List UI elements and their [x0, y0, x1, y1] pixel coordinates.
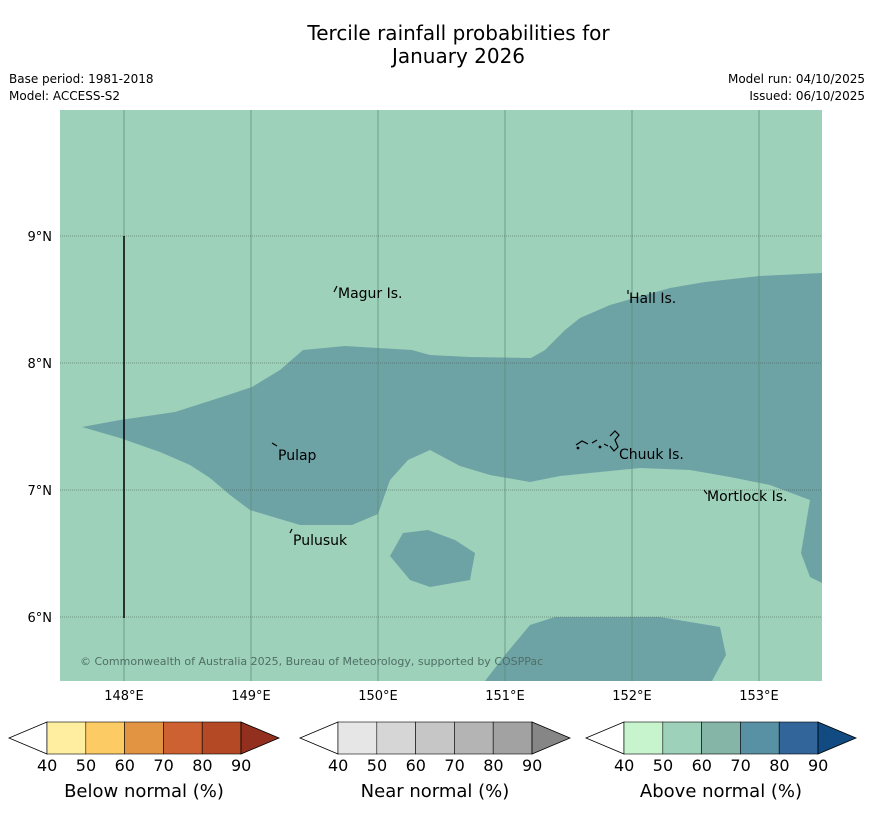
- colorbar-near-tick: 80: [483, 756, 504, 775]
- colorbar-near-segment: [492, 721, 533, 755]
- islands: [271, 285, 708, 534]
- lon-150: 150°E: [358, 689, 398, 704]
- title-line-1: Tercile rainfall probabilities for: [307, 21, 610, 45]
- colorbar-below-label: Below normal (%): [64, 781, 224, 802]
- lat-7: 7°N: [28, 484, 53, 499]
- title-line-2: January 2026: [391, 44, 526, 68]
- lon-149: 149°E: [231, 689, 271, 704]
- colorbar-above-segment: [662, 721, 702, 755]
- colorbar-above-tick: 50: [652, 756, 674, 775]
- mortlock-island-mark: [703, 489, 708, 495]
- colorbar-below-under-arrow: [7, 721, 48, 755]
- colorbar-below-segment: [124, 721, 164, 755]
- colorbar-below-segment: [46, 721, 87, 755]
- colorbar-below-tick: 90: [231, 756, 252, 775]
- colorbar-near-tick: 70: [444, 756, 465, 775]
- lat-9: 9°N: [28, 230, 53, 245]
- colorbar-below-tick: 60: [114, 756, 135, 775]
- above-normal-70-band: [82, 273, 822, 583]
- colorbar-near-segment: [454, 721, 494, 755]
- colorbar-near-segment: [415, 721, 455, 755]
- copyright: © Commonwealth of Australia 2025, Bureau…: [80, 655, 543, 668]
- lat-8: 8°N: [28, 357, 53, 372]
- colorbar-near-tick: 60: [405, 756, 426, 775]
- colorbar-near-label: Near normal (%): [360, 781, 510, 802]
- lon-153: 153°E: [739, 689, 779, 704]
- colorbar-above-tick: 60: [691, 756, 712, 775]
- colorbar-above-segment: [623, 721, 664, 755]
- colorbar-below-segment: [85, 721, 125, 755]
- colorbars: [7, 721, 858, 755]
- place-mortlock: Mortlock Is.: [707, 489, 787, 505]
- issued-date: Issued: 06/10/2025: [749, 89, 865, 103]
- place-chuuk: Chuuk Is.: [619, 447, 684, 463]
- meta-right: Model run: 04/10/2025 Issued: 06/10/2025: [728, 71, 865, 105]
- colorbar-near-segment: [376, 721, 416, 755]
- lon-labels: 148°E 149°E 150°E 151°E 152°E 153°E: [104, 689, 779, 704]
- colorbar-near-tick: 50: [366, 756, 388, 775]
- meta-left: Base period: 1981-2018 Model: ACCESS-S2: [9, 71, 154, 105]
- place-hall: Hall Is.: [629, 291, 676, 307]
- above-normal-70-region-southeast: [485, 617, 726, 681]
- place-pulusuk: Pulusuk: [293, 533, 348, 549]
- colorbar-below-segment: [163, 721, 203, 755]
- lon-148: 148°E: [104, 689, 144, 704]
- colorbar-near-over-arrow: [531, 721, 572, 755]
- colorbar-above-segment: [740, 721, 780, 755]
- magur-island-mark: [333, 285, 338, 293]
- above-normal-70-blob-south: [390, 530, 475, 587]
- lon-151: 151°E: [485, 689, 525, 704]
- colorbar-below-tick: 50: [75, 756, 97, 775]
- colorbar-above-tick: 70: [730, 756, 751, 775]
- place-pulap: Pulap: [278, 448, 317, 464]
- place-labels: Magur Is. Hall Is. Pulap Chuuk Is. Mortl…: [278, 286, 787, 549]
- colorbar-above-under-arrow: [584, 721, 625, 755]
- colorbar-above-tick: 90: [808, 756, 829, 775]
- colorbar-below-over-arrow: [240, 721, 281, 755]
- chart-title: Tercile rainfall probabilities for Janua…: [0, 22, 873, 68]
- colorbar-below-tick: 40: [37, 756, 58, 775]
- colorbar-above-label: Above normal (%): [639, 781, 803, 802]
- colorbar-above-tick: 80: [769, 756, 790, 775]
- colorbar-above-segment: [701, 721, 741, 755]
- colorbar-near-tick: 90: [522, 756, 543, 775]
- colorbar-near-segment: [337, 721, 378, 755]
- base-period: Base period: 1981-2018: [9, 72, 154, 86]
- lon-152: 152°E: [612, 689, 652, 704]
- model-run: Model run: 04/10/2025: [727, 72, 865, 86]
- colorbar-below-tick: 70: [153, 756, 174, 775]
- lat-labels: 9°N 8°N 7°N 6°N: [28, 230, 53, 626]
- lat-6: 6°N: [28, 611, 53, 626]
- colorbar-above-segment: [778, 721, 819, 755]
- chuuk-lagoon-outline: [575, 430, 620, 452]
- colorbar-near-tick: 40: [328, 756, 349, 775]
- graticule-lat: [60, 235, 822, 618]
- colorbar-above-tick: 40: [614, 756, 635, 775]
- colorbar-below-tick: 80: [192, 756, 213, 775]
- pulap-island-mark: [271, 442, 278, 447]
- colorbar-near-under-arrow: [298, 721, 339, 755]
- colorbar-above-over-arrow: [817, 721, 858, 755]
- place-magur: Magur Is.: [338, 286, 403, 302]
- pulusuk-island-mark: [289, 528, 293, 534]
- colorbar-below-segment: [201, 721, 242, 755]
- model-name: Model: ACCESS-S2: [9, 89, 121, 103]
